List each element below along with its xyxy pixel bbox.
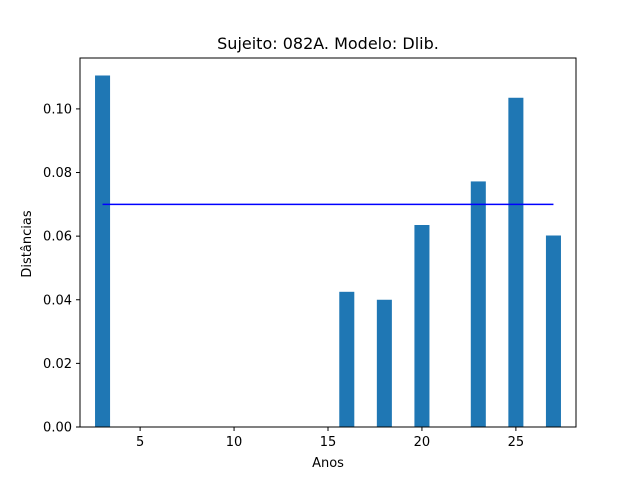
x-axis-ticks: 5 10 15 20 25 (136, 427, 524, 450)
x-tick-label: 5 (136, 435, 144, 450)
x-axis-label: Anos (312, 456, 344, 471)
y-tick-label: 0.04 (43, 293, 72, 308)
y-tick-label: 0.02 (43, 357, 72, 372)
plot-frame (79, 57, 577, 428)
y-tick-label: 0.00 (43, 421, 72, 436)
x-tick-label: 25 (508, 435, 525, 450)
bar-18 (376, 299, 392, 427)
chart-title: Sujeito: 082A. Modelo: Dlib. (217, 34, 439, 53)
x-tick-label: 10 (226, 435, 243, 450)
bar-3 (95, 75, 111, 427)
bar-16 (339, 291, 355, 427)
y-tick-label: 0.06 (43, 230, 72, 245)
bars-group (95, 75, 561, 427)
bar-20 (414, 225, 430, 427)
x-tick-label: 20 (414, 435, 431, 450)
x-tick-label: 15 (320, 435, 337, 450)
y-tick-label: 0.08 (43, 166, 72, 181)
bar-25 (508, 97, 524, 427)
bar-23 (470, 181, 486, 427)
y-axis-label: Distâncias (20, 210, 35, 277)
y-tick-label: 0.10 (43, 102, 72, 117)
bar-27 (545, 235, 561, 427)
y-axis-ticks: 0.00 0.02 0.04 0.06 0.08 0.10 (43, 102, 80, 436)
